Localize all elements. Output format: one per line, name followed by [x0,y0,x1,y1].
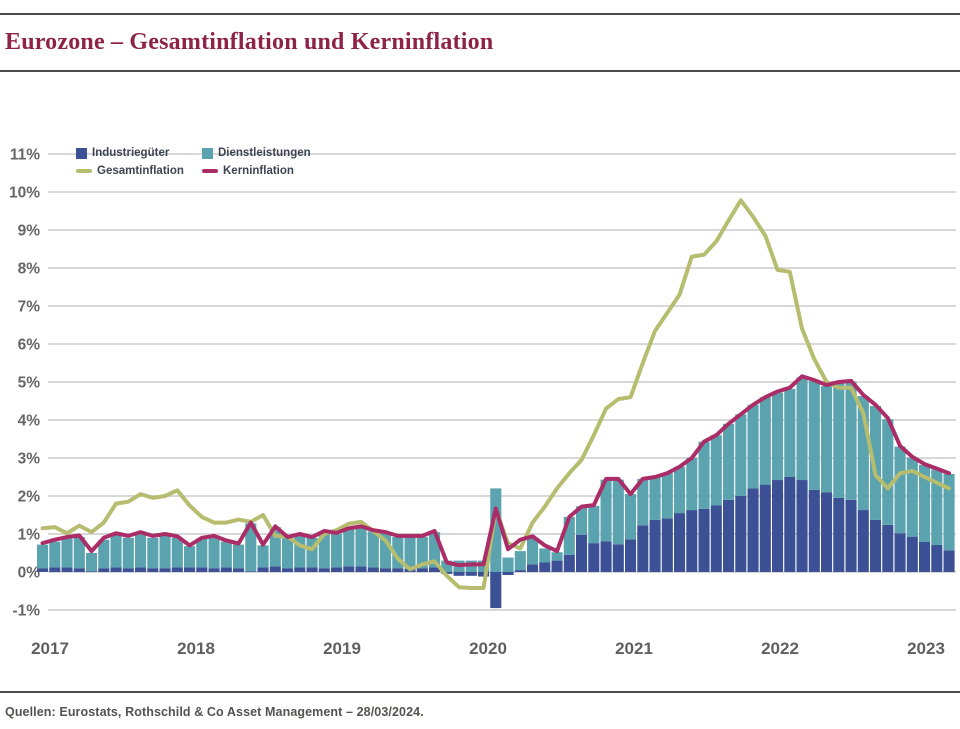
page-title: Eurozone – Gesamtinflation und Kerninfla… [5,29,494,55]
svg-text:2019: 2019 [323,639,361,658]
title-underline-rule [0,70,960,72]
industrieguester-swatch-icon [76,147,87,159]
svg-text:2020: 2020 [469,639,507,658]
legend-item-industrieguester: Industriegüter [76,146,188,160]
bottom-rule [0,691,960,693]
svg-text:7%: 7% [18,299,41,316]
svg-text:8%: 8% [18,261,41,278]
svg-text:2023: 2023 [907,639,945,658]
svg-text:5%: 5% [18,375,41,392]
svg-text:2018: 2018 [177,639,215,658]
svg-text:10%: 10% [9,185,40,202]
svg-text:2022: 2022 [761,639,799,658]
gesamtinflation-line-swatch-icon [76,169,92,173]
svg-text:-1%: -1% [12,603,40,620]
legend-label: Kerninflation [223,165,294,177]
svg-text:4%: 4% [18,413,41,430]
legend-label: Industriegüter [92,147,170,159]
bars-industrieguester [37,477,955,609]
svg-text:1%: 1% [18,527,41,544]
bars-dienstleistungen [37,377,955,572]
top-rule [0,13,960,15]
line-kerninflation [40,374,952,568]
legend-item-dienstleistungen: Dienstleistungen [202,146,311,160]
legend-label: Dienstleistungen [218,147,311,159]
dienstleistungen-swatch-icon [202,147,213,159]
source-note: Quellen: Eurostats, Rothschild & Co Asse… [5,705,424,719]
svg-text:2021: 2021 [615,639,653,658]
legend-label: Gesamtinflation [97,165,184,177]
y-axis-labels: 11% 10% 9% 8% 7% 6% 5% 4% 3% 2% 1% 0% -1% [9,147,40,620]
legend-item-kerninflation: Kerninflation [202,164,311,178]
svg-text:6%: 6% [18,337,41,354]
svg-text:11%: 11% [10,147,40,164]
svg-text:3%: 3% [18,451,41,468]
chart-legend: Industriegüter Dienstleistungen Gesamtin… [76,146,311,178]
legend-item-gesamtinflation: Gesamtinflation [76,164,188,178]
kerninflation-line-swatch-icon [202,169,218,173]
svg-text:0%: 0% [18,565,41,582]
x-axis-labels: 2017 2018 2019 2020 2021 2022 2023 [31,639,945,658]
svg-text:2017: 2017 [31,639,69,658]
svg-text:9%: 9% [18,223,41,240]
svg-text:2%: 2% [18,489,41,506]
